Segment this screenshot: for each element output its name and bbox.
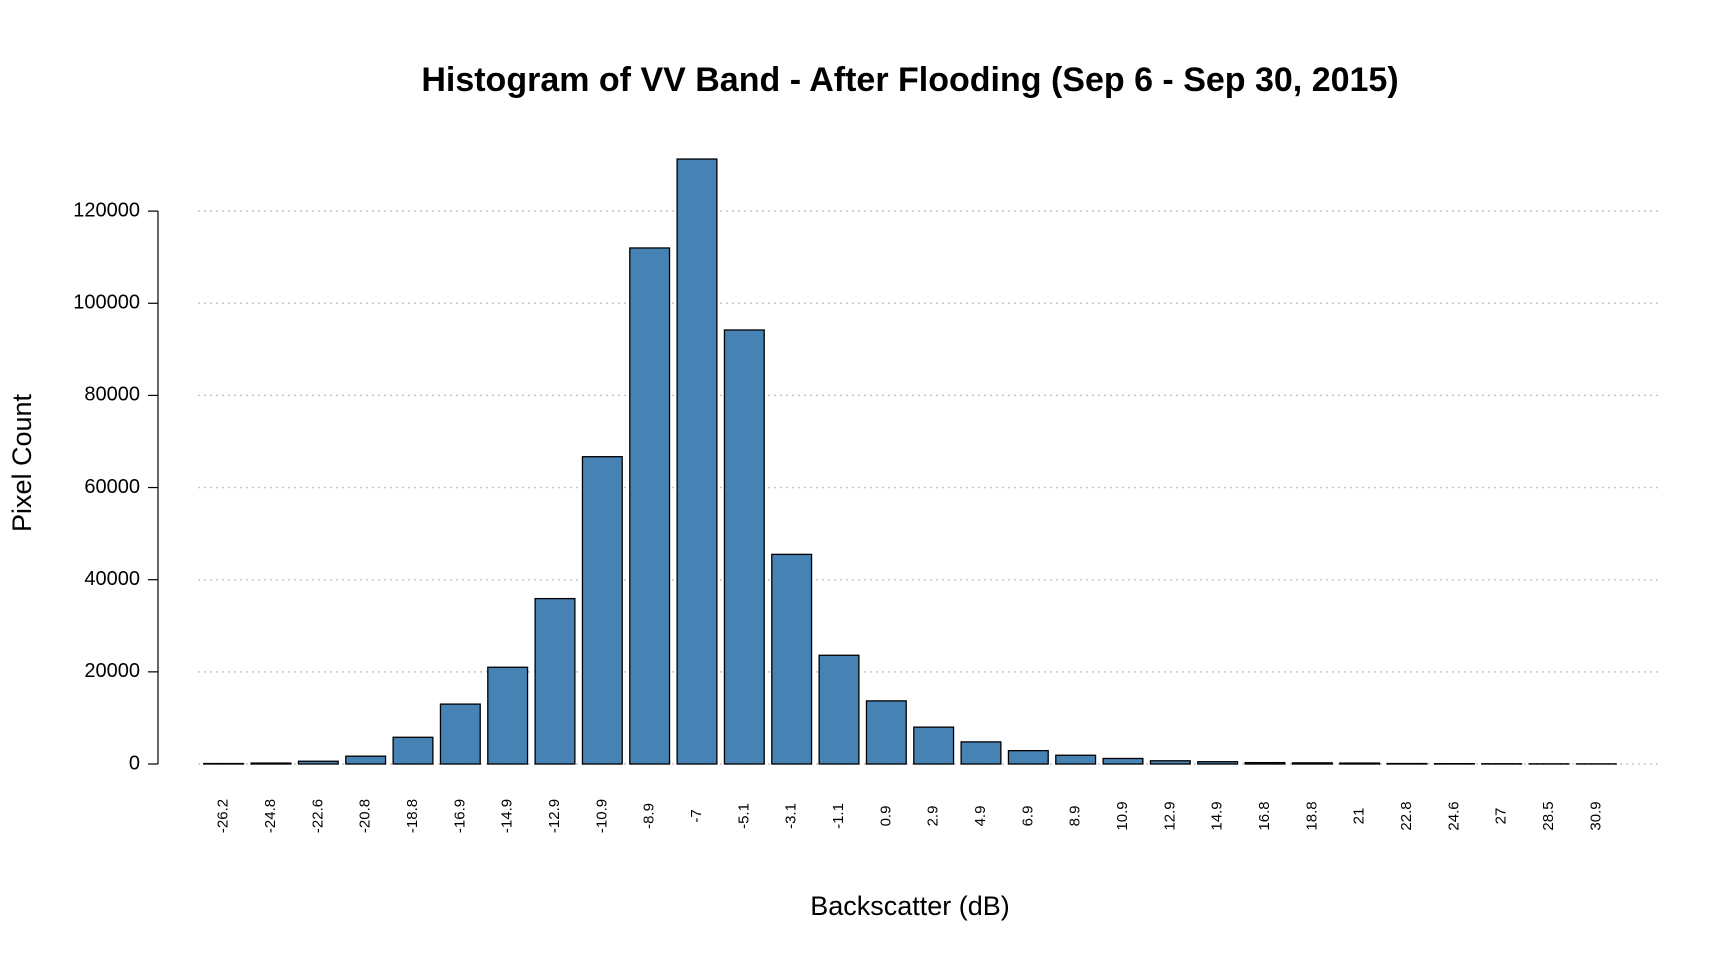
x-tick-label: 21	[1351, 808, 1368, 825]
bar	[1149, 760, 1191, 765]
bar	[345, 755, 387, 765]
y-tick-label: 0	[129, 752, 140, 774]
x-tick-label: -22.6	[309, 799, 326, 833]
y-tick-label: 100000	[73, 292, 140, 314]
x-tick-label: 8.9	[1067, 806, 1084, 827]
x-tick-label: -12.9	[546, 799, 563, 833]
bar	[534, 597, 576, 765]
x-tick-label: 0.9	[877, 806, 894, 827]
x-tick-label: 30.9	[1587, 801, 1604, 830]
x-tick-label: 18.8	[1303, 801, 1320, 830]
bar	[1102, 757, 1144, 765]
bar	[818, 654, 860, 765]
chart-title: Histogram of VV Band - After Flooding (S…	[421, 61, 1398, 99]
x-tick-label: -1.1	[830, 803, 847, 829]
bar	[439, 703, 481, 765]
bar	[1007, 749, 1049, 765]
x-axis-label: Backscatter (dB)	[810, 891, 1010, 921]
bar	[723, 329, 765, 765]
x-tick-label: 12.9	[1161, 801, 1178, 830]
y-axis-label: Pixel Count	[7, 393, 37, 532]
bar	[392, 736, 434, 765]
x-tick-label: -24.8	[262, 799, 279, 833]
bar	[913, 726, 955, 765]
x-tick-label: -8.9	[641, 803, 658, 829]
bar	[960, 741, 1002, 765]
x-tick-label: 22.8	[1398, 801, 1415, 830]
x-tick-label: 14.9	[1209, 801, 1226, 830]
x-tick-label: 6.9	[1019, 806, 1036, 827]
x-tick-label: -26.2	[215, 799, 232, 833]
y-tick-label: 80000	[84, 384, 140, 406]
bar	[581, 456, 623, 765]
x-tick-label: -18.8	[404, 799, 421, 833]
bar	[297, 760, 339, 765]
x-tick-label: 27	[1493, 808, 1510, 825]
x-tick-label: 24.6	[1445, 801, 1462, 830]
y-tick-label: 60000	[84, 476, 140, 498]
y-tick-label: 40000	[84, 568, 140, 590]
y-tick-label: 120000	[73, 199, 140, 221]
x-tick-label: 2.9	[925, 806, 942, 827]
bar	[1244, 761, 1286, 765]
bar	[676, 158, 718, 765]
x-tick-label: 28.5	[1540, 801, 1557, 830]
y-tick-label: 20000	[84, 660, 140, 682]
x-tick-label: -16.9	[451, 799, 468, 833]
x-tick-label: -3.1	[783, 803, 800, 829]
x-tick-label: -10.9	[593, 799, 610, 833]
bar	[865, 700, 907, 765]
x-tick-label: 10.9	[1114, 801, 1131, 830]
bar	[1055, 754, 1097, 765]
x-tick-label: -14.9	[499, 799, 516, 833]
bar	[629, 247, 671, 765]
x-tick-label: 16.8	[1256, 801, 1273, 830]
x-tick-label: -5.1	[735, 803, 752, 829]
bar	[250, 762, 292, 765]
x-tick-label: 4.9	[972, 806, 989, 827]
x-tick-label: -20.8	[357, 799, 374, 833]
bar	[771, 553, 813, 765]
bar	[1197, 761, 1239, 765]
x-tick-label: -7	[688, 809, 705, 822]
bar	[1291, 762, 1333, 765]
bar	[487, 666, 529, 765]
bar	[1339, 762, 1381, 765]
